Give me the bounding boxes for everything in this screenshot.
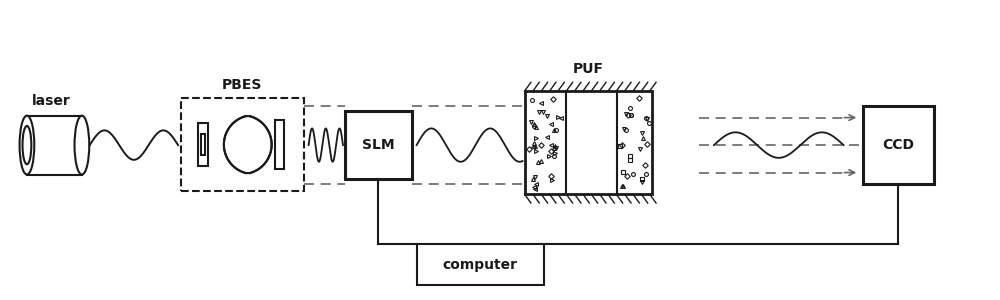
- Bar: [345, 111, 412, 179]
- Bar: [863, 106, 934, 184]
- Polygon shape: [224, 116, 272, 173]
- Text: SLM: SLM: [362, 138, 395, 152]
- Bar: [417, 244, 544, 285]
- Bar: [198, 123, 208, 166]
- Bar: [181, 98, 304, 191]
- Text: PBES: PBES: [222, 78, 263, 92]
- Ellipse shape: [20, 116, 34, 175]
- Ellipse shape: [23, 126, 31, 164]
- Bar: [525, 91, 652, 194]
- Text: computer: computer: [443, 258, 518, 272]
- Text: PUF: PUF: [573, 62, 604, 76]
- Ellipse shape: [75, 116, 89, 175]
- Text: CCD: CCD: [882, 138, 914, 152]
- Bar: [201, 134, 205, 155]
- Bar: [275, 120, 284, 169]
- Text: laser: laser: [32, 94, 71, 108]
- FancyBboxPatch shape: [27, 116, 82, 175]
